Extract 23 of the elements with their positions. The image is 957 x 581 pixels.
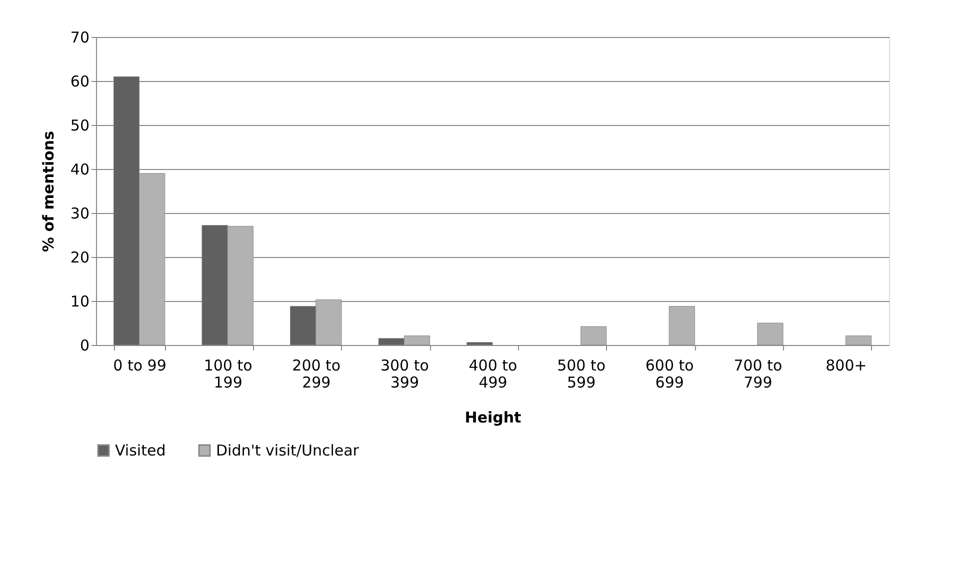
y-tick-label: 70 <box>70 28 90 46</box>
x-tick-label: 0 to 99 <box>113 356 166 374</box>
y-tick-label: 40 <box>70 160 90 178</box>
legend-label: Visited <box>115 442 166 460</box>
bar <box>668 306 695 346</box>
x-tick-label: 700 to 799 <box>734 356 782 392</box>
x-tick-label: 600 to 699 <box>645 356 694 392</box>
y-axis-title: % of mentions <box>39 130 58 252</box>
y-tick-label: 0 <box>80 336 90 354</box>
x-tick-label: 200 to 299 <box>292 356 341 392</box>
legend-label: Didn't visit/Unclear <box>216 442 360 460</box>
y-tick-label: 20 <box>70 248 90 266</box>
bar <box>466 342 493 346</box>
x-tick-label: 100 to 199 <box>204 356 252 392</box>
x-tick-label: 800+ <box>826 356 867 374</box>
x-axis-title: Height <box>464 408 522 426</box>
x-tick-label: 300 to 399 <box>380 356 429 392</box>
y-tick-label: 50 <box>70 116 90 134</box>
y-tick-label: 30 <box>70 204 90 222</box>
y-tick-label: 10 <box>70 292 90 310</box>
y-tick-label: 60 <box>70 72 90 90</box>
x-tick-label: 400 to 499 <box>468 356 518 392</box>
x-tick-label: 500 to 599 <box>557 356 606 392</box>
